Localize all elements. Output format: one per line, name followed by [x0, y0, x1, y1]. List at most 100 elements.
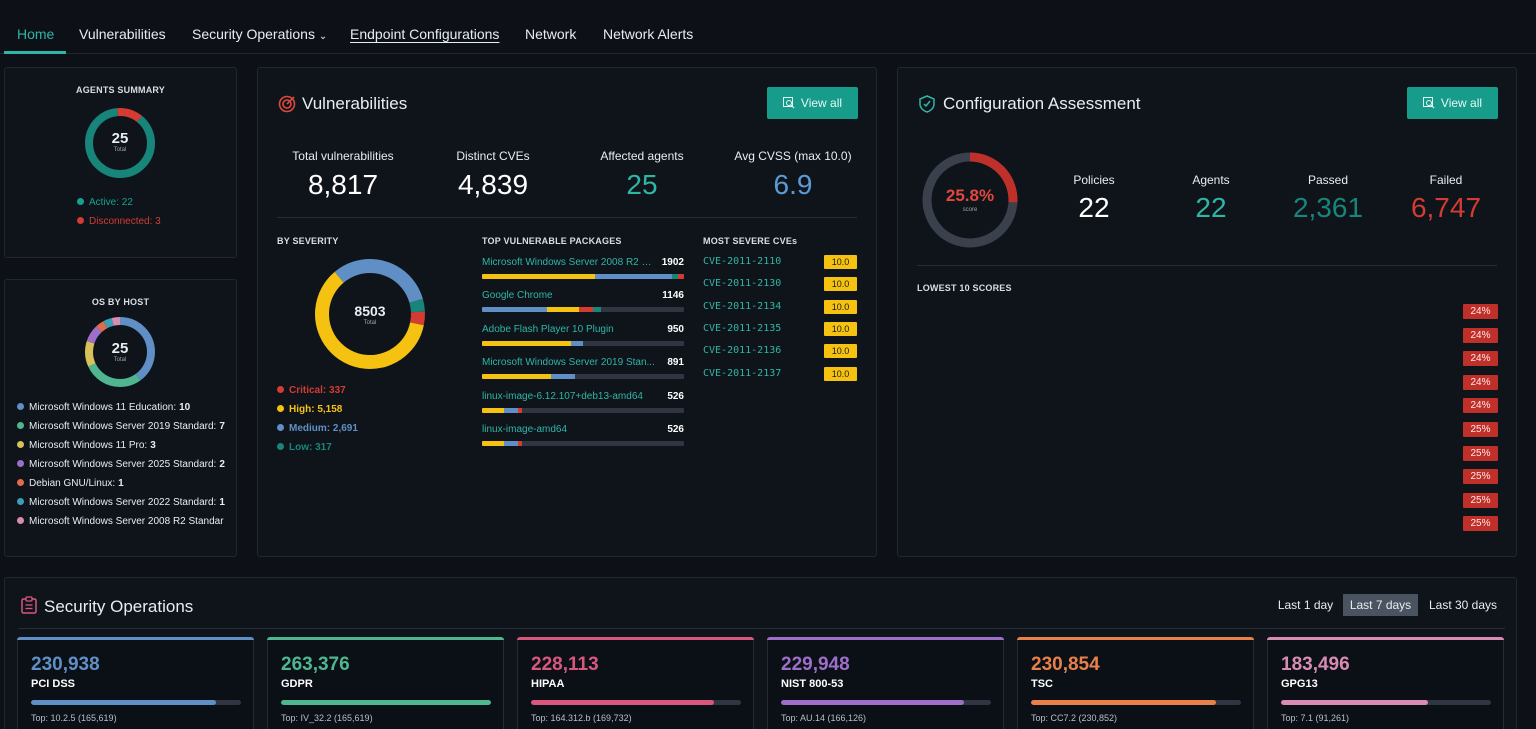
package-bar-segment — [482, 340, 571, 346]
os-donut-chart — [85, 317, 155, 387]
compliance-bar — [531, 700, 741, 705]
package-bar — [482, 441, 684, 446]
lowest-score-badge: 25% — [1463, 492, 1498, 508]
compliance-count: 230,938 — [31, 654, 100, 675]
view-all-label: View all — [800, 96, 843, 110]
vuln-stat-value: 8,817 — [307, 169, 379, 200]
chevron-down-icon: ⌄ — [318, 31, 328, 42]
security-operations-title: Security Operations — [44, 597, 194, 616]
package-name[interactable]: Google Chrome — [482, 290, 553, 302]
package-count: 950 — [667, 323, 684, 335]
os-legend-dot — [17, 402, 24, 410]
package-bar-segment — [482, 441, 505, 446]
compliance-top: Top: CC7.2 (230,852) — [1031, 713, 1118, 723]
package-name[interactable]: Adobe Flash Player 10 Plugin — [482, 323, 614, 335]
legend-disconnected-label: Disconnected: 3 — [89, 216, 161, 227]
cve-id[interactable]: CVE-2011-2130 — [703, 278, 782, 290]
tab-home[interactable]: Home — [17, 26, 55, 42]
cve-id[interactable]: CVE-2011-2136 — [703, 345, 782, 357]
range-last-30-days[interactable]: Last 30 days — [1428, 598, 1498, 612]
card-accent — [517, 637, 754, 640]
vuln-stat-value: 6.9 — [773, 169, 813, 200]
lowest-score-badge: 24% — [1463, 327, 1498, 343]
cve-id[interactable]: CVE-2011-2137 — [703, 367, 782, 379]
package-name[interactable]: Microsoft Windows Server 2019 Stan... — [482, 357, 655, 369]
severity-legend-item: Medium: 2,691 — [277, 423, 358, 434]
package-count: 1902 — [661, 257, 684, 268]
compliance-top: Top: 7.1 (91,261) — [1281, 713, 1350, 723]
tab-vulnerabilities[interactable]: Vulnerabilities — [79, 26, 166, 42]
severity-dot — [277, 442, 284, 450]
package-name[interactable]: linux-image-6.12.107+deb13-amd64 — [482, 390, 643, 402]
tab-security-operations-label: Security Operations — [192, 26, 315, 42]
lowest-score-badge: 25% — [1463, 516, 1498, 532]
os-legend-name: Microsoft Windows Server 2022 Standard: — [29, 497, 217, 508]
tab-network[interactable]: Network — [525, 26, 577, 42]
package-bar-segment — [578, 307, 594, 313]
disconnected-dot — [77, 216, 84, 224]
package-bar-segment — [546, 307, 579, 313]
active-dot — [77, 197, 84, 205]
os-legend-dot — [17, 459, 24, 467]
vulnerabilities-view-all-button[interactable]: View all — [767, 87, 858, 119]
package-bar-segment — [482, 374, 551, 380]
os-legend-name: Microsoft Windows Server 2025 Standard: — [29, 459, 217, 470]
severity-dot — [277, 423, 284, 431]
config-stat-value: 22 — [1078, 192, 1110, 223]
cve-id[interactable]: CVE-2011-2134 — [703, 300, 782, 312]
compliance-bar-fill — [31, 700, 216, 705]
package-name[interactable]: Microsoft Windows Server 2008 R2 St... — [482, 257, 657, 268]
top-packages-title: TOP VULNERABLE PACKAGES — [482, 236, 622, 246]
range-last-1-day[interactable]: Last 1 day — [1277, 598, 1334, 612]
lowest-score-badge: 25% — [1463, 469, 1498, 485]
tab-security-operations[interactable]: Security Operations ⌄ — [192, 26, 327, 42]
os-legend-item: Microsoft Windows 11 Education: 10 — [17, 402, 190, 413]
compliance-card[interactable]: 230,938 PCI DSS Top: 10.2.5 (165,619) — [17, 637, 254, 729]
cve-id[interactable]: CVE-2011-2110 — [703, 256, 782, 267]
os-legend-dot — [17, 497, 24, 505]
severity-total: 8503 — [354, 303, 386, 319]
compliance-bar-fill — [281, 700, 491, 705]
severity-label: Critical: 337 — [289, 385, 346, 396]
range-last-7-days[interactable]: Last 7 days — [1343, 594, 1418, 616]
compliance-card[interactable]: 263,376 GDPR Top: IV_32.2 (165,619) — [267, 637, 504, 729]
lowest-score-badge: 25% — [1463, 445, 1498, 461]
compliance-bar-fill — [531, 700, 714, 705]
compliance-card[interactable]: 228,113 HIPAA Top: 164.312.b (169,732) — [517, 637, 754, 729]
config-view-all-button[interactable]: View all — [1407, 87, 1498, 119]
compliance-name: PCI DSS — [31, 678, 76, 690]
vulnerabilities-title: Vulnerabilities — [302, 94, 408, 113]
os-by-host-title: OS BY HOST — [91, 297, 150, 307]
compliance-bar — [1031, 700, 1241, 705]
lowest-score-badge: 25% — [1463, 422, 1498, 437]
radar-icon — [278, 95, 296, 113]
config-stat-label: Failed — [1429, 173, 1463, 187]
package-bar-segment — [550, 374, 575, 380]
agents-slice-0 — [85, 108, 155, 178]
severity-dot — [277, 404, 284, 412]
tab-endpoint-configurations[interactable]: Endpoint Configurations — [350, 26, 500, 42]
compliance-count: 230,854 — [1031, 654, 1100, 675]
package-count: 1146 — [662, 290, 684, 302]
score-ring-fill — [922, 152, 1018, 248]
compliance-bar-fill — [1031, 700, 1216, 705]
legend-active: Active: 22 — [77, 197, 133, 208]
agents-donut-chart — [85, 108, 155, 178]
os-legend-item: Microsoft Windows Server 2022 Standard: 1 — [17, 497, 225, 508]
compliance-card[interactable]: 229,948 NIST 800-53 Top: AU.14 (166,126) — [767, 637, 1004, 729]
os-legend-item: Microsoft Windows Server 2019 Standard: 7 — [17, 421, 225, 432]
package-name[interactable]: linux-image-amd64 — [482, 424, 568, 435]
package-bar-segment — [671, 274, 678, 279]
cve-score-badge: 10.0 — [824, 299, 857, 314]
compliance-card[interactable]: 230,854 TSC Top: CC7.2 (230,852) — [1017, 637, 1254, 729]
compliance-count: 229,948 — [781, 654, 850, 675]
compliance-name: NIST 800-53 — [781, 678, 844, 690]
tab-network-alerts[interactable]: Network Alerts — [603, 26, 694, 42]
package-bar-segment — [677, 274, 684, 279]
compliance-card[interactable]: 183,496 GPG13 Top: 7.1 (91,261) — [1267, 637, 1504, 729]
search-icon — [782, 97, 795, 109]
cve-id[interactable]: CVE-2011-2135 — [703, 322, 782, 334]
vuln-stat-label: Affected agents — [600, 149, 684, 163]
card-accent — [767, 637, 1004, 640]
card-accent — [1267, 637, 1504, 640]
